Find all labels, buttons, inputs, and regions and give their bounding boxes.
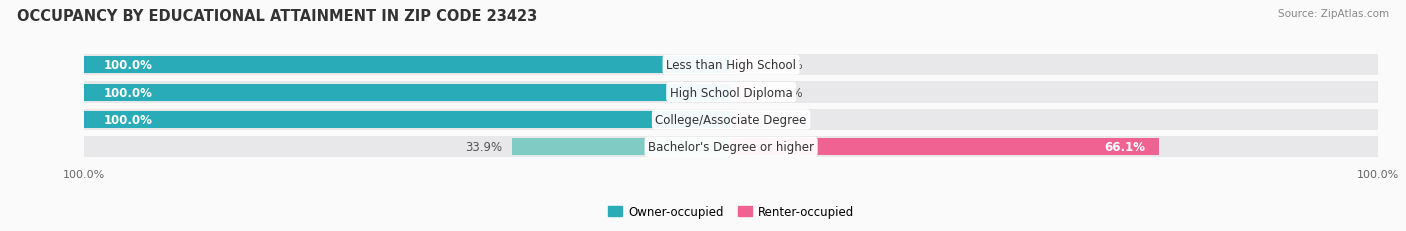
Text: Bachelor's Degree or higher: Bachelor's Degree or higher bbox=[648, 141, 814, 154]
Text: High School Diploma: High School Diploma bbox=[669, 86, 793, 99]
Text: 33.9%: 33.9% bbox=[465, 141, 502, 154]
Text: 0.0%: 0.0% bbox=[773, 86, 803, 99]
Bar bbox=[84, 82, 1378, 103]
Bar bbox=[84, 55, 1378, 76]
Bar bbox=[84, 57, 731, 74]
Text: Less than High School: Less than High School bbox=[666, 59, 796, 72]
Bar bbox=[731, 57, 763, 74]
Text: 0.0%: 0.0% bbox=[773, 113, 803, 126]
Text: OCCUPANCY BY EDUCATIONAL ATTAINMENT IN ZIP CODE 23423: OCCUPANCY BY EDUCATIONAL ATTAINMENT IN Z… bbox=[17, 9, 537, 24]
Bar bbox=[84, 84, 731, 101]
Text: 100.0%: 100.0% bbox=[104, 86, 153, 99]
Bar bbox=[731, 84, 763, 101]
Text: Source: ZipAtlas.com: Source: ZipAtlas.com bbox=[1278, 9, 1389, 19]
Text: 66.1%: 66.1% bbox=[1105, 141, 1146, 154]
Text: College/Associate Degree: College/Associate Degree bbox=[655, 113, 807, 126]
Bar bbox=[731, 111, 763, 128]
Bar bbox=[84, 109, 1378, 131]
Bar bbox=[731, 139, 1159, 156]
Bar bbox=[84, 137, 1378, 158]
Text: 0.0%: 0.0% bbox=[773, 59, 803, 72]
Bar bbox=[84, 111, 731, 128]
Bar bbox=[512, 139, 731, 156]
Text: 100.0%: 100.0% bbox=[104, 113, 153, 126]
Legend: Owner-occupied, Renter-occupied: Owner-occupied, Renter-occupied bbox=[603, 201, 859, 223]
Text: 100.0%: 100.0% bbox=[104, 59, 153, 72]
